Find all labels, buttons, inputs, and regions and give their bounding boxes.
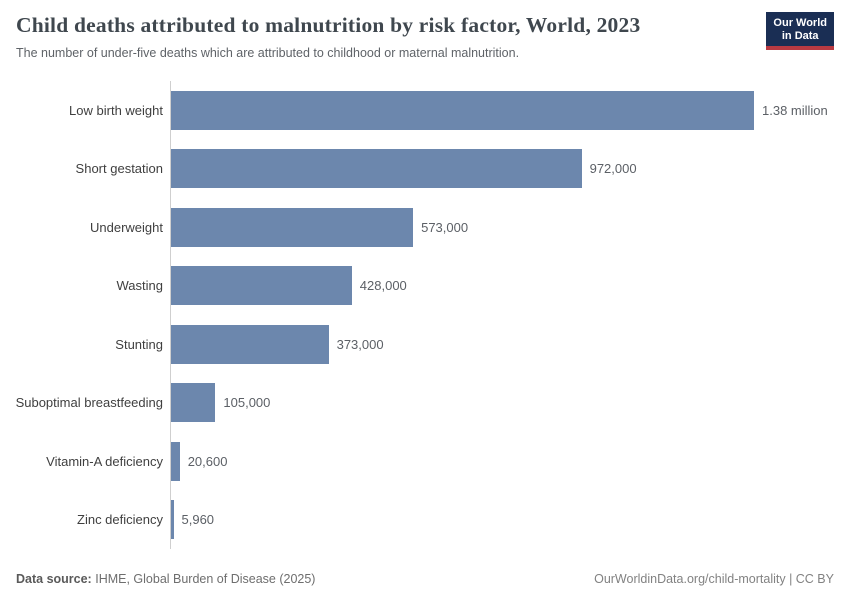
bar-track: 105,000 <box>170 373 850 432</box>
category-label: Vitamin-A deficiency <box>46 453 163 469</box>
bar-track: 20,600 <box>170 432 850 491</box>
bar[interactable] <box>171 500 174 540</box>
bar[interactable] <box>171 324 329 364</box>
category-label: Wasting <box>116 278 163 294</box>
bar[interactable] <box>171 266 352 306</box>
owid-logo-line2: in Data <box>781 29 819 42</box>
value-label: 373,000 <box>336 336 384 352</box>
data-source-value: IHME, Global Burden of Disease (2025) <box>95 572 316 586</box>
bar-row: Underweight 573,000 <box>0 198 850 257</box>
category-label: Suboptimal breastfeeding <box>15 395 163 411</box>
bar[interactable] <box>171 383 216 423</box>
value-label: 1.38 million <box>762 102 828 118</box>
category-label: Stunting <box>115 336 163 352</box>
bar[interactable] <box>171 207 414 247</box>
value-label: 20,600 <box>187 453 228 469</box>
category-label: Underweight <box>90 219 163 235</box>
value-label: 428,000 <box>359 278 407 294</box>
value-label: 105,000 <box>223 395 271 411</box>
bar-row: Low birth weight 1.38 million <box>0 81 850 140</box>
bar[interactable] <box>171 149 582 189</box>
bar-chart: Low birth weight 1.38 million Short gestat… <box>0 81 850 549</box>
bar-track: 573,000 <box>170 198 850 257</box>
bar-row: Short gestation 972,000 <box>0 139 850 198</box>
credit-link[interactable]: OurWorldinData.org/child-mortality | CC … <box>594 572 834 586</box>
value-label: 5,960 <box>181 512 215 528</box>
value-label: 573,000 <box>421 219 469 235</box>
header-titles: Child deaths attributed to malnutrition … <box>16 12 640 61</box>
value-label: 972,000 <box>589 161 637 177</box>
category-label: Low birth weight <box>69 102 163 118</box>
bar-track: 972,000 <box>170 139 850 198</box>
page-subtitle: The number of under-five deaths which ar… <box>16 46 520 60</box>
bar-row: Suboptimal breastfeeding 105,000 <box>0 373 850 432</box>
bar-row: Stunting 373,000 <box>0 315 850 374</box>
bar-row: Wasting 428,000 <box>0 256 850 315</box>
category-label: Zinc deficiency <box>77 512 163 528</box>
bar[interactable] <box>171 441 180 481</box>
chart-footer: Data source: IHME, Global Burden of Dise… <box>16 572 834 586</box>
bar-row: Vitamin-A deficiency 20,600 <box>0 432 850 491</box>
bar-track: 373,000 <box>170 315 850 374</box>
owid-logo[interactable]: Our World in Data <box>766 12 834 50</box>
category-label: Short gestation <box>75 161 163 177</box>
bar-track: 1.38 million <box>170 81 850 140</box>
owid-logo-line1: Our World <box>773 17 827 29</box>
data-source: Data source: IHME, Global Burden of Dise… <box>16 572 315 586</box>
bar-track: 428,000 <box>170 256 850 315</box>
data-source-label: Data source: <box>16 572 92 586</box>
bar[interactable] <box>171 90 754 130</box>
bar-row: Zinc deficiency 5,960 <box>0 490 850 549</box>
page-title: Child deaths attributed to malnutrition … <box>16 13 641 37</box>
chart-header: Child deaths attributed to malnutrition … <box>0 0 850 61</box>
bar-track: 5,960 <box>170 490 850 549</box>
